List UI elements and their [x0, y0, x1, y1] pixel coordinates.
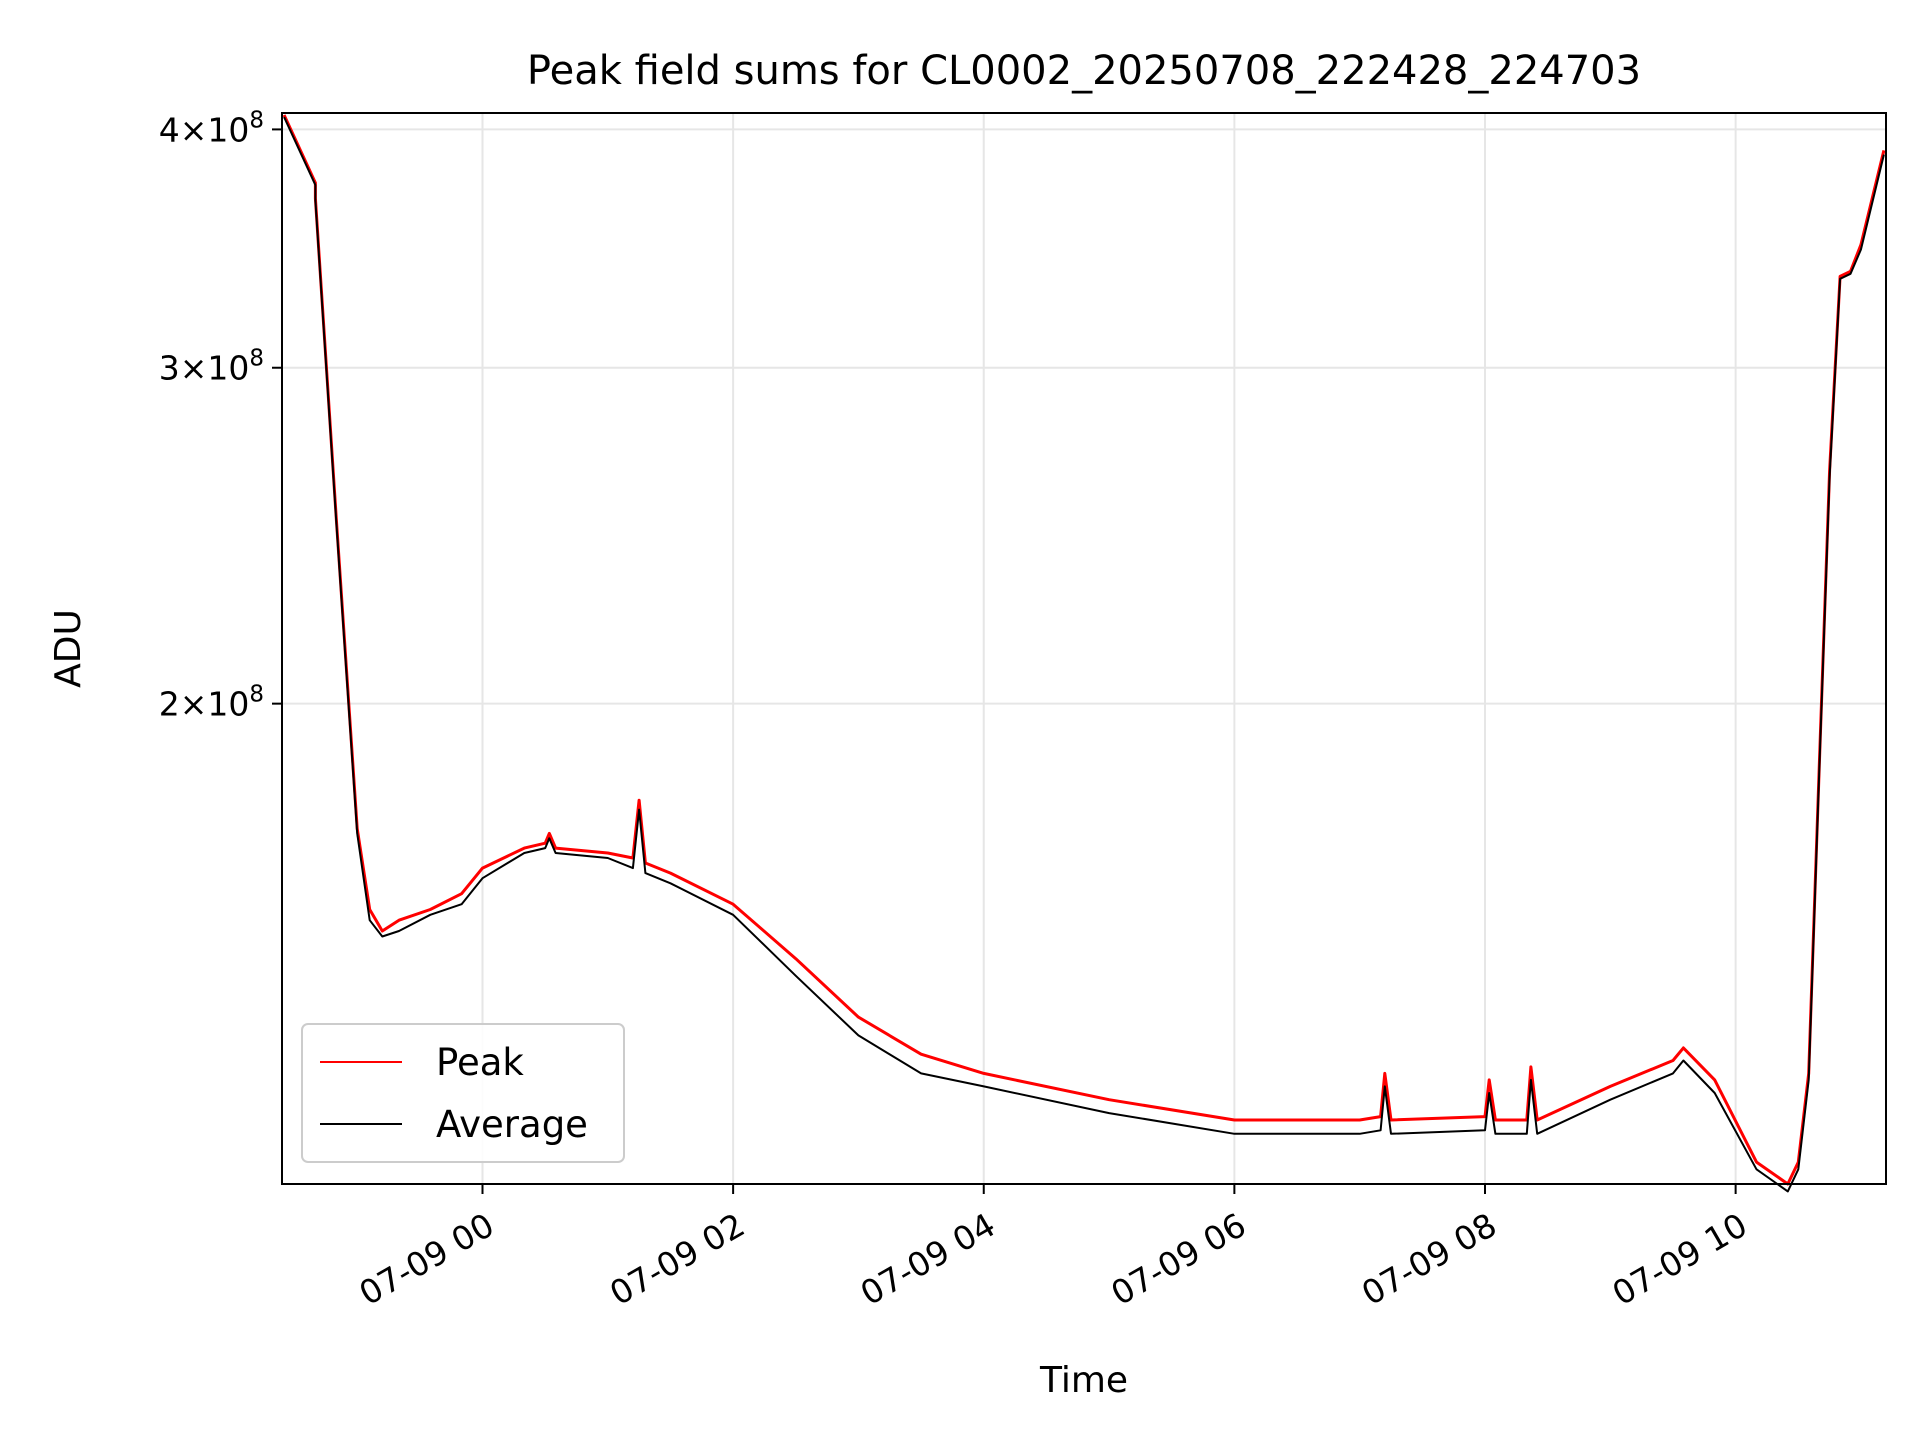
legend: Peak Average — [301, 1023, 625, 1163]
y-axis-label: ADU — [48, 609, 89, 688]
plot-frame — [281, 112, 1887, 1185]
y-tick-label: 4×108 — [159, 107, 264, 149]
legend-label-peak: Peak — [436, 1041, 524, 1084]
y-tick-label: 2×108 — [159, 682, 264, 724]
legend-box — [301, 1023, 625, 1163]
x-axis-label: Time — [1039, 1360, 1128, 1401]
legend-label-average: Average — [436, 1103, 588, 1146]
y-tick-label: 3×108 — [159, 346, 264, 388]
series-line-peak — [282, 114, 1886, 1186]
chart-title: Peak field sums for CL0002_20250708_2224… — [527, 48, 1641, 94]
grid — [282, 113, 1886, 1184]
